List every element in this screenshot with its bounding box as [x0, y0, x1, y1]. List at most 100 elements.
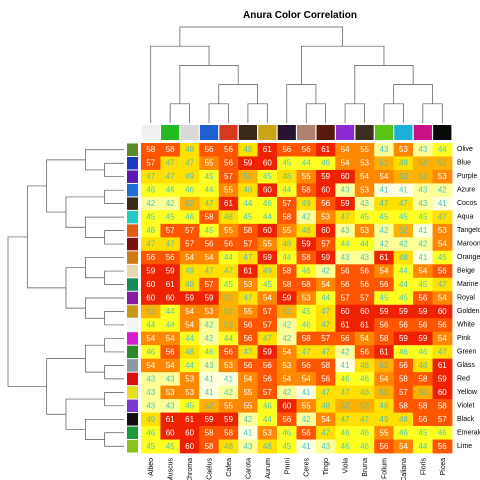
cell-value-label: 42 — [438, 186, 447, 195]
heatmap-cell — [257, 439, 278, 454]
cell-value-label: 56 — [166, 253, 175, 262]
heatmap-cell — [277, 331, 297, 346]
cell-value-label: 57 — [282, 199, 291, 208]
cell-value-label: 58 — [302, 253, 311, 262]
row-color-swatch — [127, 143, 138, 156]
cell-value-label: 57 — [263, 320, 272, 329]
row-label: Black — [457, 416, 475, 423]
heatmap-cell — [238, 439, 259, 454]
cell-value-label: 58 — [205, 428, 214, 437]
cell-value-label: 42 — [380, 240, 389, 249]
cell-value-label: 54 — [321, 280, 330, 289]
row-label: Orange — [457, 254, 480, 261]
cell-value-label: 43 — [243, 442, 252, 451]
cell-value-label: 59 — [205, 294, 214, 303]
heatmap-cell — [141, 318, 161, 333]
row-color-swatch — [127, 413, 138, 426]
cell-value-label: 56 — [399, 361, 408, 370]
cell-value-label: 60 — [263, 226, 272, 235]
heatmap-cell — [354, 291, 375, 306]
heatmap-cell — [277, 291, 297, 306]
cell-value-label: 60 — [263, 186, 272, 195]
cell-value-label: 42 — [302, 415, 311, 424]
cell-value-label: 54 — [360, 334, 369, 343]
cell-value-label: 44 — [321, 294, 330, 303]
cell-value-label: 56 — [418, 415, 427, 424]
heatmap-cell — [354, 358, 375, 373]
heatmap-cell — [141, 196, 161, 211]
heatmap-cell — [160, 372, 181, 387]
cell-value-label: 52 — [418, 159, 427, 168]
heatmap-cell — [315, 426, 336, 440]
cell-value-label: 53 — [321, 213, 330, 222]
cell-value-label: 47 — [438, 213, 447, 222]
heatmap-cell — [296, 345, 317, 360]
heatmap-cell — [393, 183, 414, 198]
heatmap-cell — [413, 385, 433, 400]
column-label: Ceres — [304, 458, 311, 477]
cell-value-label: 44 — [302, 159, 311, 168]
cell-value-label: 56 — [418, 320, 427, 329]
cell-value-label: 55 — [360, 145, 369, 154]
heatmap-cell — [296, 223, 317, 238]
dendrogram-branch — [208, 103, 229, 123]
cell-value-label: 61 — [380, 253, 389, 262]
cell-value-label: 57 — [341, 294, 350, 303]
heatmap-cell — [257, 143, 278, 157]
heatmap-cell — [374, 304, 395, 319]
cell-value-label: 57 — [205, 280, 214, 289]
heatmap-cell — [160, 291, 181, 306]
cell-value-label: 58 — [282, 280, 291, 289]
cell-value-label: 57 — [263, 307, 272, 316]
cell-value-label: 54 — [185, 253, 194, 262]
cell-value-label: 44 — [360, 240, 369, 249]
cell-value-label: 42 — [243, 415, 252, 424]
heatmap-cell — [354, 237, 375, 252]
heatmap-cell — [413, 196, 433, 211]
heatmap-cell — [374, 345, 395, 360]
cell-value-label: 59 — [243, 159, 252, 168]
cell-value-label: 45 — [263, 280, 272, 289]
heatmap-cell — [413, 291, 433, 306]
cell-value-label: 46 — [146, 428, 155, 437]
heatmap-cell — [179, 345, 200, 360]
heatmap-cell — [160, 156, 181, 171]
heatmap-cell — [199, 304, 220, 319]
heatmap-cell — [141, 439, 161, 454]
heatmap-cell — [393, 250, 414, 265]
heatmap-cell — [199, 426, 220, 440]
heatmap-cell — [296, 439, 317, 454]
heatmap-cell — [277, 223, 297, 238]
column-color-swatch — [374, 125, 394, 140]
heatmap-cell — [160, 345, 181, 360]
heatmap-cell — [315, 399, 336, 413]
heatmap-cell — [315, 358, 336, 373]
cell-value-label: 46 — [341, 442, 350, 451]
heatmap-cell — [335, 169, 356, 184]
cell-value-label: 59 — [418, 307, 427, 316]
heatmap-cell — [413, 210, 433, 225]
heatmap-cell — [238, 183, 259, 198]
heatmap-cell — [296, 250, 317, 265]
cell-value-label: 46 — [360, 428, 369, 437]
cell-value-label: 47 — [321, 320, 330, 329]
cell-value-label: 58 — [146, 145, 155, 154]
cell-value-label: 53 — [302, 294, 311, 303]
heatmap-cell — [354, 439, 375, 454]
cell-value-label: 59 — [263, 253, 272, 262]
heatmap-cell — [393, 291, 414, 306]
heatmap-cell — [432, 372, 453, 387]
cell-value-label: 49 — [185, 172, 194, 181]
heatmap-cell — [238, 169, 259, 184]
cell-value-label: 58 — [302, 280, 311, 289]
heatmap-cell — [238, 358, 259, 373]
heatmap-cell — [393, 264, 414, 279]
cell-value-label: 43 — [360, 199, 369, 208]
heatmap-cell — [238, 196, 259, 211]
cell-value-label: 61 — [321, 145, 330, 154]
heatmap-cell — [432, 426, 453, 440]
cell-value-label: 55 — [243, 307, 252, 316]
heatmap-cell — [199, 250, 220, 265]
cell-value-label: 45 — [185, 401, 194, 410]
